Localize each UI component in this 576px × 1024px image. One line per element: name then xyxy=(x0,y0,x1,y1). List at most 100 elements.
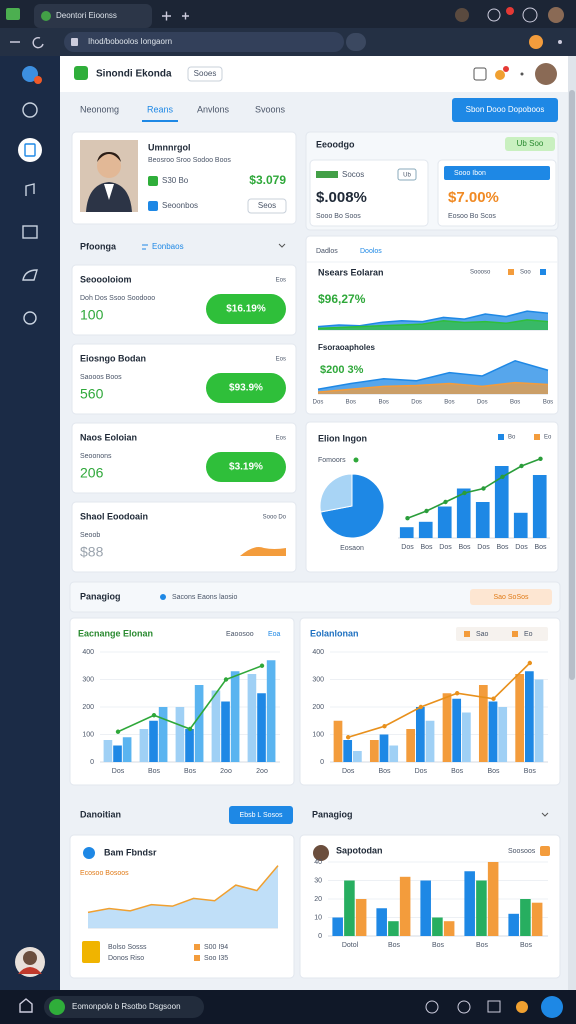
x-tick-label: Dos xyxy=(477,544,490,551)
x-tick-label: Bos xyxy=(388,942,401,949)
section-tag[interactable]: Sao SoSos xyxy=(493,594,529,601)
line-point xyxy=(418,704,424,710)
line-point xyxy=(491,696,496,701)
section-button-label[interactable]: Ebsb L Sosos xyxy=(240,812,283,819)
chart-title: Eacnange Elonan xyxy=(78,628,153,638)
decoration-circle xyxy=(520,72,524,76)
bar xyxy=(462,712,471,762)
x-tick-label: Bos xyxy=(346,400,356,406)
url[interactable]: Ihod/boboolos Iongaorn xyxy=(88,37,172,46)
row-value: Soo I35 xyxy=(204,955,228,962)
decoration-circle xyxy=(522,7,538,23)
section-tag[interactable]: Eonbaos xyxy=(152,242,184,251)
decoration-circle xyxy=(506,7,514,15)
decoration-circle xyxy=(516,1001,528,1013)
x-tick-label: Bos xyxy=(534,544,547,551)
bar xyxy=(488,701,498,762)
bar xyxy=(508,913,519,936)
x-tick-label: 2oo xyxy=(220,768,232,775)
section-title: Panagiog xyxy=(312,809,353,819)
area-line xyxy=(87,865,279,914)
metric-tag: Eos xyxy=(276,436,286,442)
tab[interactable]: Anvlons xyxy=(197,104,230,114)
metric-pill xyxy=(206,452,286,482)
line xyxy=(407,458,541,519)
x-tick-label: Dotol xyxy=(342,942,359,949)
card-label: Socos xyxy=(342,170,364,179)
card-value: $7.00% xyxy=(448,189,499,206)
y-tick-label: 100 xyxy=(312,731,324,738)
decoration-circle xyxy=(541,996,563,1018)
row-label: Bolso Sosss xyxy=(108,944,147,951)
legend-label: Eo xyxy=(524,631,533,638)
action-button-label[interactable]: Sbon Dooo Dopoboos xyxy=(466,105,545,114)
bar xyxy=(332,917,343,936)
line-point xyxy=(500,474,505,479)
decoration-circle xyxy=(313,845,329,861)
decoration-path xyxy=(25,183,35,196)
decoration-rect xyxy=(194,955,200,961)
x-tick-label: Bos xyxy=(543,400,553,406)
decoration-rect xyxy=(60,56,568,92)
area-line xyxy=(317,310,549,328)
metric-pill-label: $3.19% xyxy=(229,462,263,473)
metric-pill xyxy=(206,294,286,324)
trends-tag[interactable]: Doolos xyxy=(360,248,382,255)
decoration-rect xyxy=(194,944,200,950)
bar xyxy=(369,740,379,762)
tab[interactable]: Neonomg xyxy=(80,104,119,114)
decoration-rect xyxy=(24,143,36,157)
decoration-rect xyxy=(74,66,88,80)
bar xyxy=(452,698,462,762)
chart-title: Nsears Eolaran xyxy=(318,267,384,277)
chart-title: Fsoraoapholes xyxy=(318,343,375,352)
section-button[interactable] xyxy=(229,806,293,824)
bar xyxy=(475,502,490,538)
y-tick-label: 20 xyxy=(314,896,322,903)
decoration-rect xyxy=(498,434,504,440)
legend-label: Soooso xyxy=(470,270,491,276)
taskbar-search[interactable]: Eomonpolo b Rsotbo Dsgsoon xyxy=(72,1002,181,1011)
decoration-rect xyxy=(505,137,555,151)
decoration-circle xyxy=(22,66,38,82)
chart-value: $96,27% xyxy=(318,292,366,306)
line-point xyxy=(538,456,543,461)
bar xyxy=(103,740,113,762)
bar xyxy=(487,862,499,936)
x-tick-label: 2oo xyxy=(256,768,268,775)
decoration-rect xyxy=(69,581,561,613)
card-tag: Ub xyxy=(403,173,411,179)
decoration-circle xyxy=(22,102,38,118)
action-button[interactable] xyxy=(452,98,558,122)
bar xyxy=(464,871,475,936)
area xyxy=(88,865,278,928)
row-label: Donos Riso xyxy=(108,955,144,962)
stat-label: S30 Bo xyxy=(162,176,189,185)
x-tick-label: Dos xyxy=(515,544,528,551)
metric-pill xyxy=(206,373,286,403)
stat-value: $3.079 xyxy=(249,173,286,187)
legend-label: Soo xyxy=(520,270,531,276)
link-value[interactable]: Seos xyxy=(258,201,276,210)
x-tick-label: Bos xyxy=(524,768,537,775)
chart-title: Eolanlonan xyxy=(310,628,359,638)
decoration-circle xyxy=(535,63,557,85)
area-line xyxy=(317,359,549,390)
browser-tab[interactable]: Deontori Eioonss xyxy=(56,11,117,20)
x-tick-label: Dos xyxy=(401,544,414,551)
metric-value: 206 xyxy=(80,465,104,481)
decoration-rect xyxy=(247,198,287,214)
decoration-circle xyxy=(503,66,509,72)
bar xyxy=(418,521,433,538)
x-tick-label: Dos xyxy=(411,400,422,406)
x-tick-label: Dos xyxy=(477,400,488,406)
line xyxy=(347,662,531,739)
tab[interactable]: Svoons xyxy=(255,104,286,114)
metric-value: 560 xyxy=(80,386,104,402)
bar xyxy=(389,745,399,762)
metric-pill-label: $16.19% xyxy=(226,304,266,315)
legend-label: Eoa xyxy=(268,631,281,638)
chart-sub: Ecosoo Bosoos xyxy=(80,870,129,877)
tab[interactable]: Reans xyxy=(147,104,174,114)
bar xyxy=(425,720,435,762)
